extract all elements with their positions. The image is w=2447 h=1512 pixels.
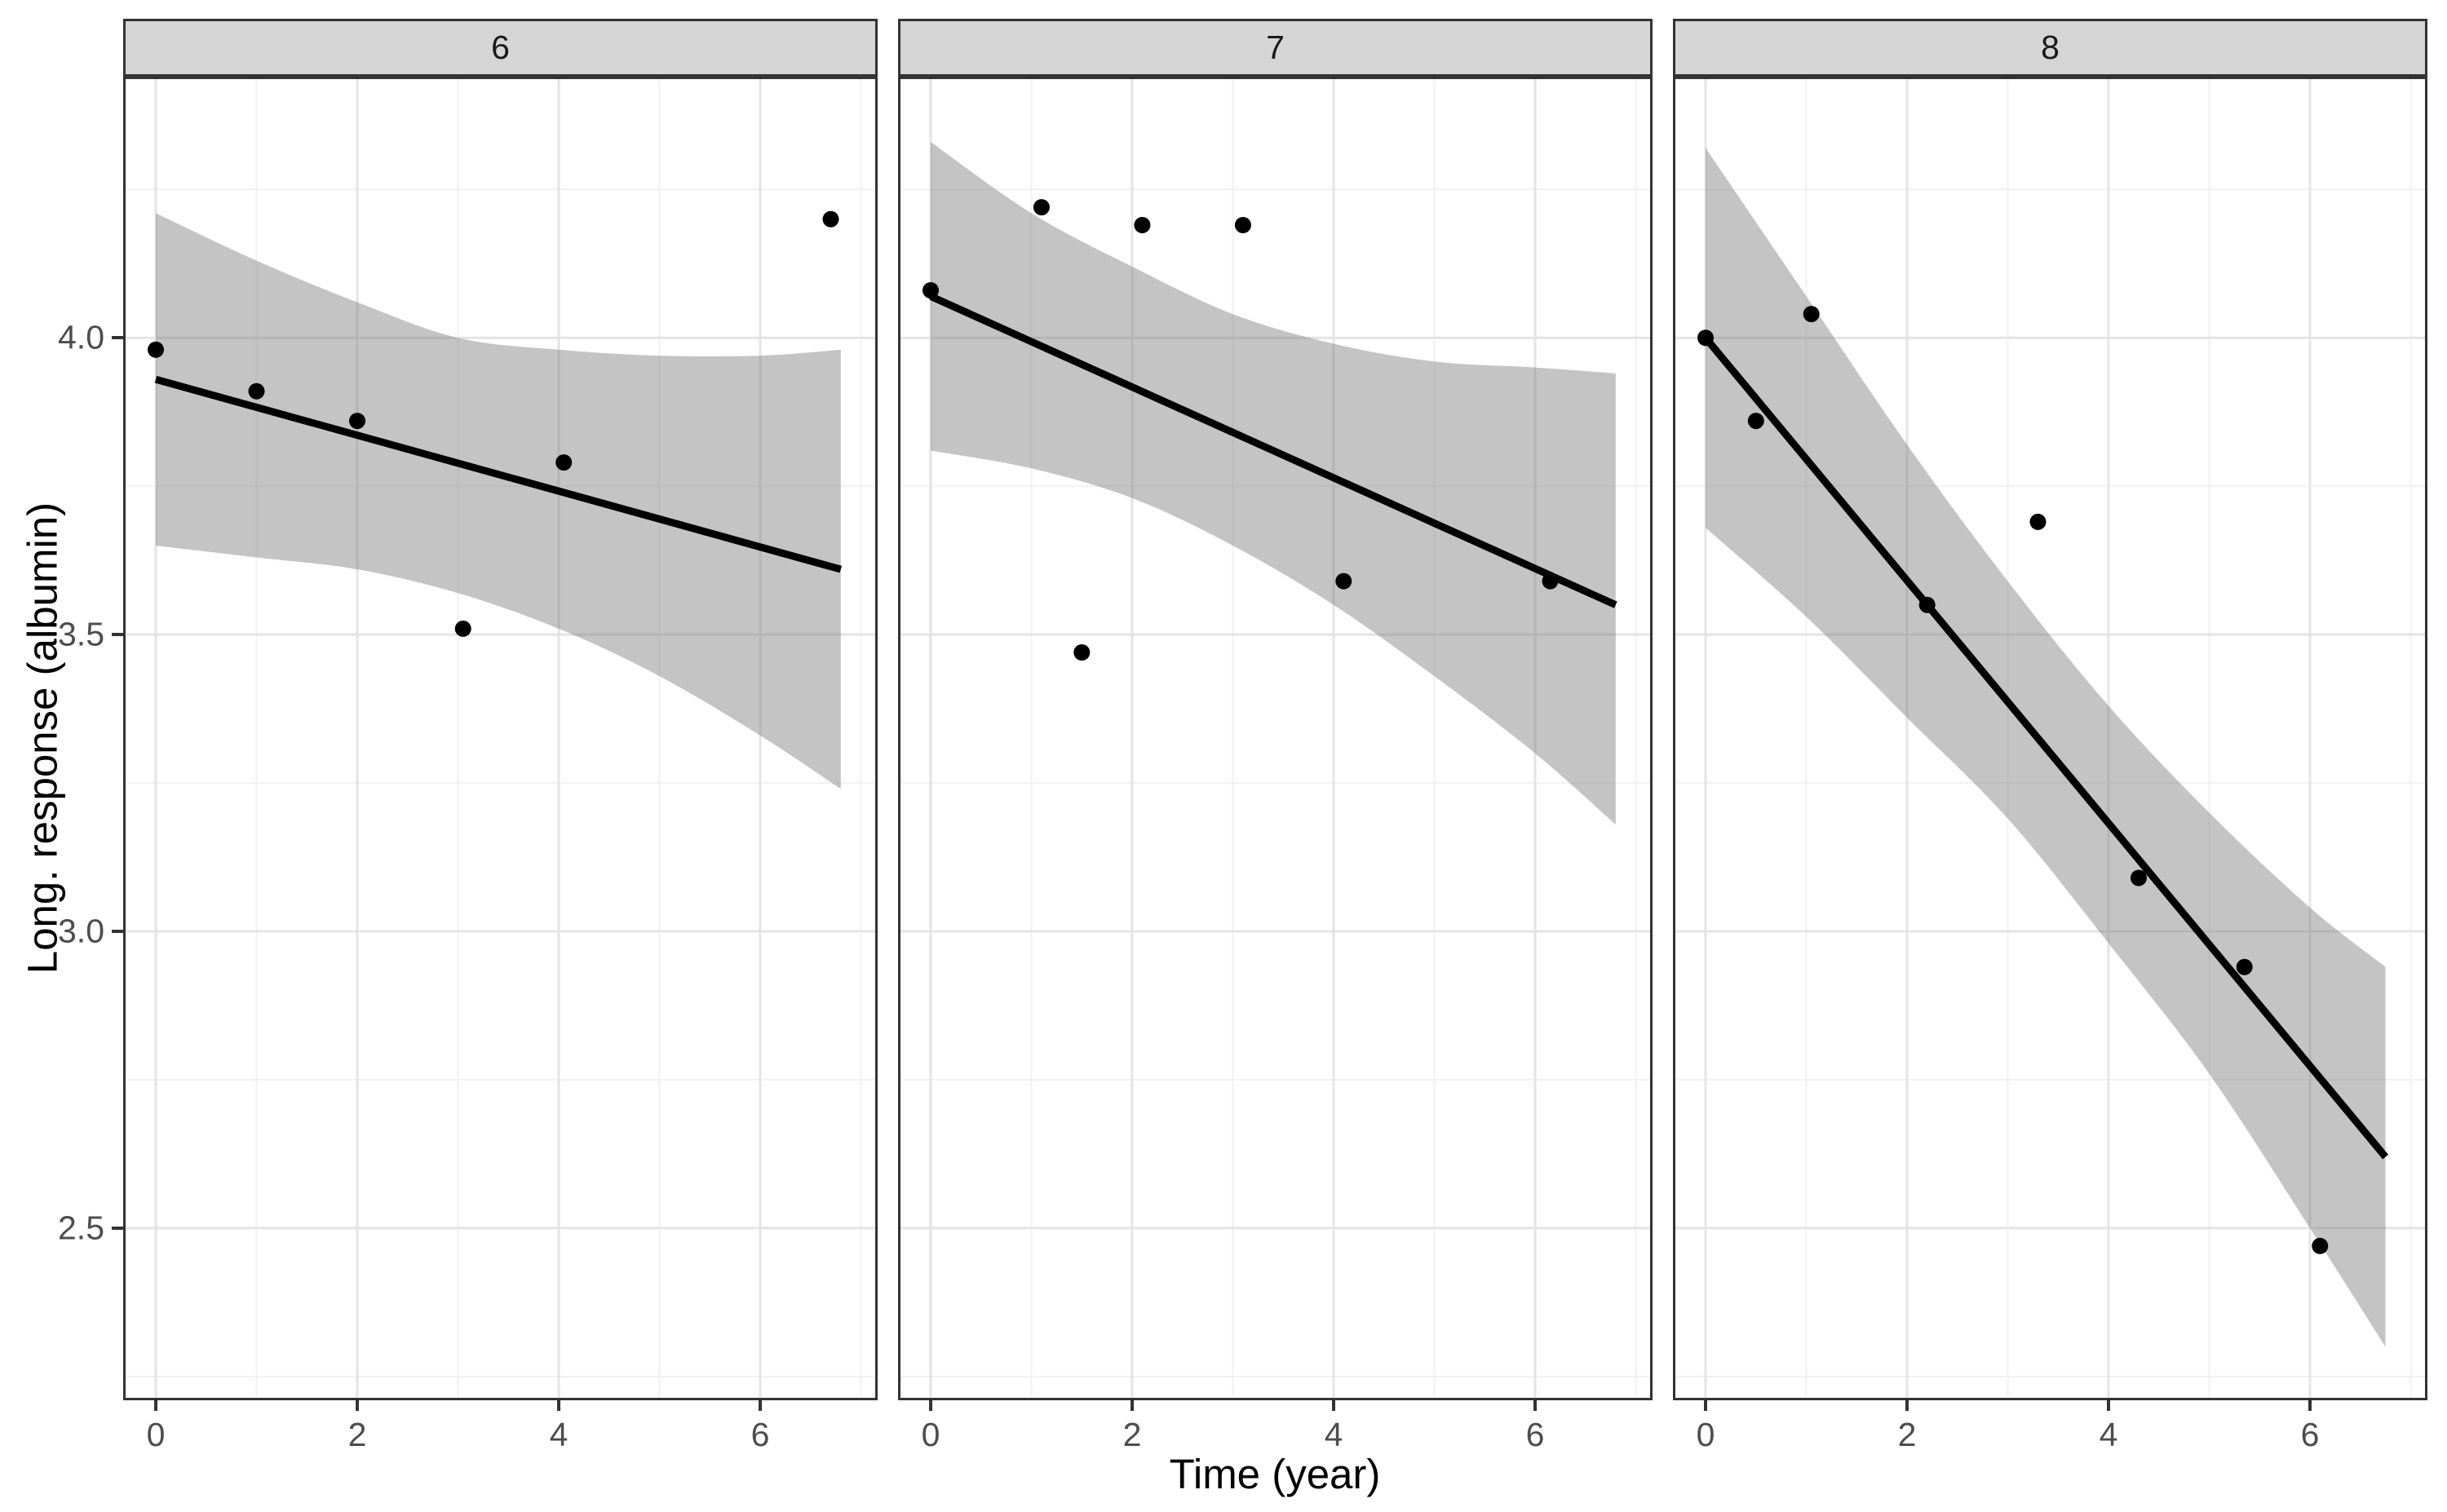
smooth-line: [1702, 335, 2389, 1160]
x-tick-mark: [2308, 1400, 2312, 1411]
x-tick-label: 6: [750, 1416, 770, 1453]
facet-strip-label: 8: [2041, 29, 2060, 66]
x-tick-label: 6: [2300, 1416, 2320, 1453]
smooth-line: [929, 293, 1617, 608]
data-point: [2236, 958, 2253, 975]
x-tick-mark: [1131, 1400, 1134, 1411]
data-point: [2029, 513, 2047, 530]
x-tick-label: 0: [146, 1416, 166, 1453]
y-tick-mark: [112, 930, 123, 933]
x-tick-label: 4: [2099, 1416, 2118, 1453]
facet-strip-label: 7: [1266, 29, 1285, 66]
x-tick-label: 2: [1122, 1416, 1142, 1453]
data-point: [1335, 573, 1352, 590]
data-point: [248, 382, 265, 400]
x-tick-label: 4: [1324, 1416, 1343, 1453]
y-tick-mark: [112, 336, 123, 339]
facet-strip: 7: [898, 19, 1653, 77]
confidence-ribbon: [156, 213, 841, 789]
data-point: [148, 341, 164, 358]
data-points: [1697, 306, 2329, 1254]
x-tick-mark: [1704, 1400, 1707, 1411]
y-tick-label: 3.0: [58, 912, 104, 950]
x-tick-mark: [1533, 1400, 1537, 1411]
x-axis-title: Time (year): [1169, 1451, 1381, 1497]
data-point: [1697, 329, 1714, 347]
facet-panel-7: [898, 77, 1653, 1400]
data-point: [1234, 217, 1251, 233]
x-tick-mark: [356, 1400, 359, 1411]
data-point: [1747, 413, 1764, 430]
data-point: [923, 282, 939, 298]
smooth-line: [154, 375, 843, 573]
gridlines: [123, 77, 878, 1400]
data-point: [349, 413, 365, 430]
data-point: [1918, 596, 1936, 613]
data-point: [1803, 306, 1820, 323]
y-axis-title: Long. response (albumin): [19, 502, 66, 975]
facet-panel-6: [123, 77, 878, 1400]
facet-strip: 8: [1673, 19, 2427, 77]
x-tick-mark: [1332, 1400, 1335, 1411]
x-tick-label: 6: [1525, 1416, 1545, 1453]
panel-border: [898, 77, 1653, 1400]
x-tick-mark: [2107, 1400, 2110, 1411]
gridlines: [898, 77, 1653, 1400]
y-tick-mark: [112, 1227, 123, 1230]
data-points: [148, 210, 839, 637]
panel-background: [123, 77, 878, 1400]
data-point: [2312, 1237, 2329, 1254]
data-point: [1134, 217, 1151, 233]
gridlines: [1673, 77, 2427, 1400]
facet-panel-8: [1673, 77, 2427, 1400]
confidence-ribbon: [931, 142, 1616, 825]
y-tick-mark: [112, 633, 123, 636]
data-point: [1033, 199, 1050, 216]
data-points: [923, 199, 1559, 661]
x-tick-mark: [154, 1400, 157, 1411]
x-tick-mark: [759, 1400, 762, 1411]
y-tick-label: 4.0: [58, 318, 104, 356]
data-point: [2131, 869, 2147, 886]
panel-background: [1673, 77, 2427, 1400]
facet-strip-label: 6: [491, 29, 510, 66]
x-tick-label: 2: [1897, 1416, 1917, 1453]
panel-border: [1673, 77, 2427, 1400]
panel-border: [123, 77, 878, 1400]
y-tick-label: 2.5: [58, 1209, 104, 1247]
x-tick-label: 0: [921, 1416, 940, 1453]
x-tick-mark: [1905, 1400, 1909, 1411]
data-point: [454, 620, 471, 637]
data-point: [555, 454, 573, 471]
x-tick-label: 0: [1696, 1416, 1715, 1453]
data-point: [1073, 644, 1091, 661]
data-point: [822, 210, 839, 228]
x-tick-label: 4: [549, 1416, 569, 1453]
x-tick-mark: [929, 1400, 932, 1411]
panel-background: [898, 77, 1653, 1400]
data-point: [1542, 573, 1559, 590]
y-tick-label: 3.5: [58, 615, 104, 653]
facet-strip: 6: [123, 19, 878, 77]
x-tick-label: 2: [347, 1416, 367, 1453]
x-tick-mark: [557, 1400, 560, 1411]
